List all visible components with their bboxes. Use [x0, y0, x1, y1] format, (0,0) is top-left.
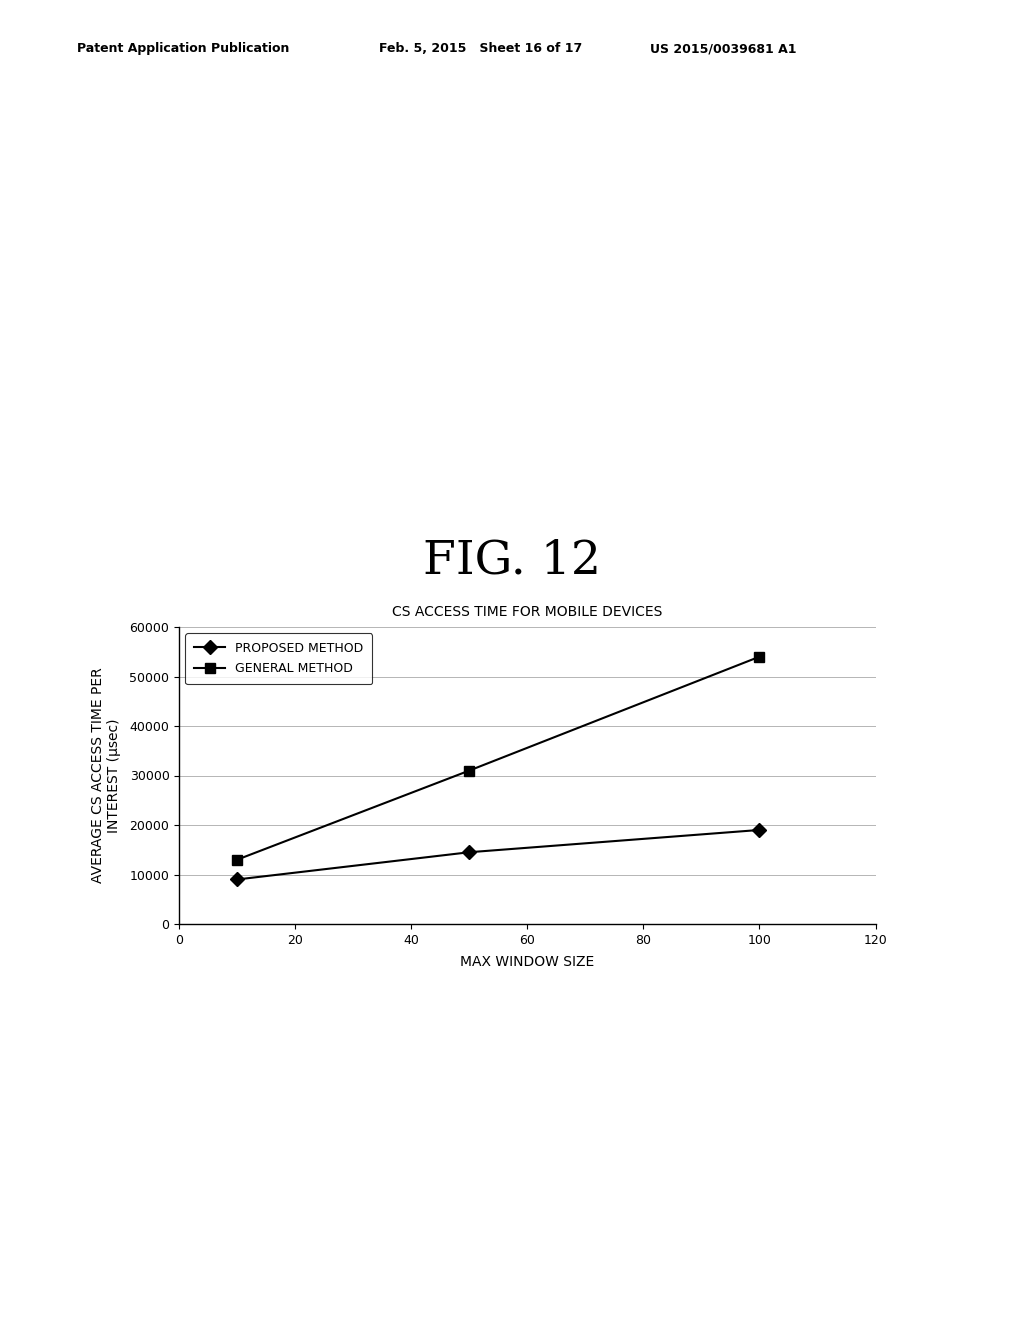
- Text: Patent Application Publication: Patent Application Publication: [77, 42, 289, 55]
- X-axis label: MAX WINDOW SIZE: MAX WINDOW SIZE: [460, 956, 595, 969]
- Legend: PROPOSED METHOD, GENERAL METHOD: PROPOSED METHOD, GENERAL METHOD: [185, 634, 373, 684]
- Title: CS ACCESS TIME FOR MOBILE DEVICES: CS ACCESS TIME FOR MOBILE DEVICES: [392, 605, 663, 619]
- Text: US 2015/0039681 A1: US 2015/0039681 A1: [650, 42, 797, 55]
- Text: FIG. 12: FIG. 12: [423, 539, 601, 583]
- Y-axis label: AVERAGE CS ACCESS TIME PER
INTEREST (μsec): AVERAGE CS ACCESS TIME PER INTEREST (μse…: [91, 668, 121, 883]
- Text: Feb. 5, 2015   Sheet 16 of 17: Feb. 5, 2015 Sheet 16 of 17: [379, 42, 582, 55]
